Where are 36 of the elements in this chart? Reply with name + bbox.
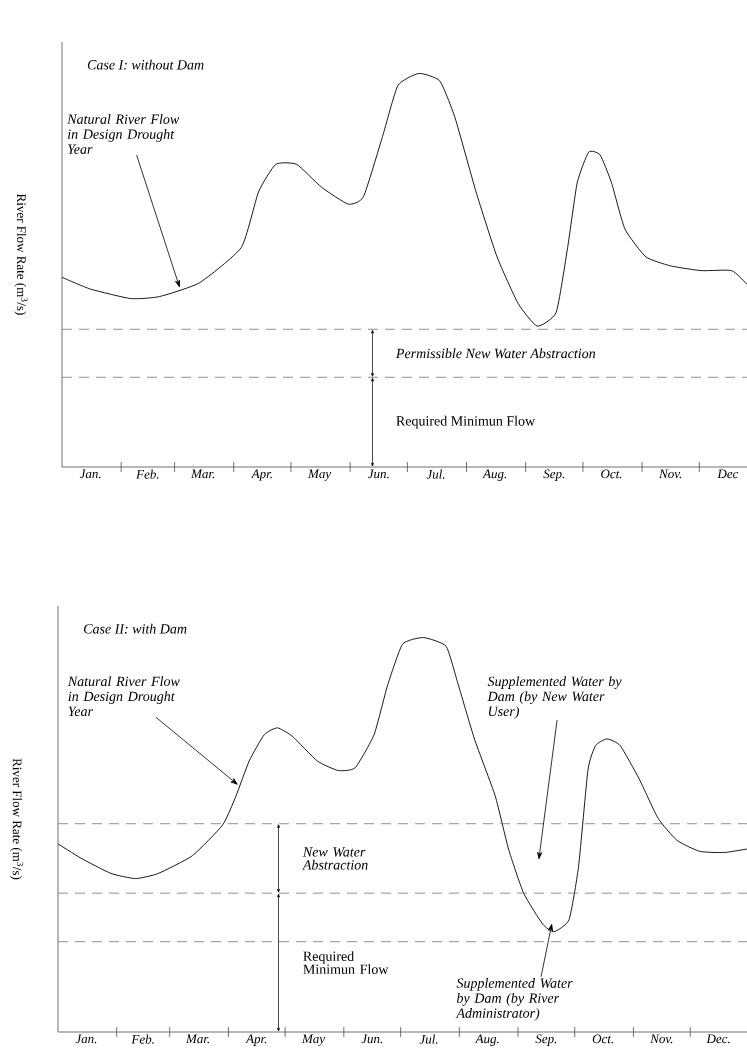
annotation: New Water Abstraction — [302, 847, 368, 870]
x-tick-label: Aug. — [474, 1034, 499, 1046]
x-tick-label: Nov. — [658, 469, 682, 479]
annotation: Permissible New Water Abstraction — [395, 348, 596, 359]
annotation: Supplemented Water by Dam (by New Water User) — [487, 676, 622, 719]
x-tick-label: Sep. — [543, 469, 565, 481]
x-tick-label: Jan. — [79, 469, 101, 479]
x-tick-label: Sep. — [535, 1034, 557, 1046]
x-tick-label: Feb. — [131, 1034, 154, 1044]
y-axis-title: River Flow Rate (m$^{3}$/s) — [14, 194, 28, 315]
x-tick-label: Aug. — [482, 469, 507, 481]
x-tick-label: Nov. — [650, 1034, 673, 1044]
x-tick-label: Dec. — [706, 1034, 730, 1044]
x-tick-label: Oct. — [601, 469, 622, 479]
annotation: Required Minimun Flow — [396, 415, 536, 429]
annotation: Natural River Flow in Design Drought Year — [67, 676, 180, 717]
x-tick-label: Mar. — [185, 1034, 210, 1044]
x-tick-label: Jan. — [75, 1034, 97, 1044]
x-tick-label: Apr. — [250, 469, 272, 481]
annotation: Supplemented Water by Dam (by River Administrator) — [455, 977, 573, 1021]
x-tick-label: Feb. — [136, 469, 159, 479]
x-tick-label: Dec — [717, 469, 739, 479]
chart-title: Case I: without Dam — [87, 59, 204, 70]
x-tick-label: Jul. — [426, 469, 445, 479]
x-tick-label: Jun. — [367, 469, 389, 479]
y-axis-title: River Flow Rate (m$^{3}$/s) — [10, 758, 24, 880]
chart-title: Case II: with Dam — [83, 623, 187, 634]
x-tick-label: Jul. — [419, 1034, 438, 1044]
x-tick-label: Jun. — [361, 1034, 383, 1044]
x-tick-label: May — [301, 1034, 326, 1046]
x-tick-label: Mar. — [190, 469, 215, 479]
x-tick-label: May — [307, 469, 332, 481]
x-tick-label: Apr. — [245, 1034, 267, 1046]
annotation: Natural River Flow in Design Drought Year — [67, 114, 180, 154]
annotation: Required Minimun Flow — [303, 951, 389, 975]
x-tick-label: Oct. — [592, 1034, 613, 1044]
